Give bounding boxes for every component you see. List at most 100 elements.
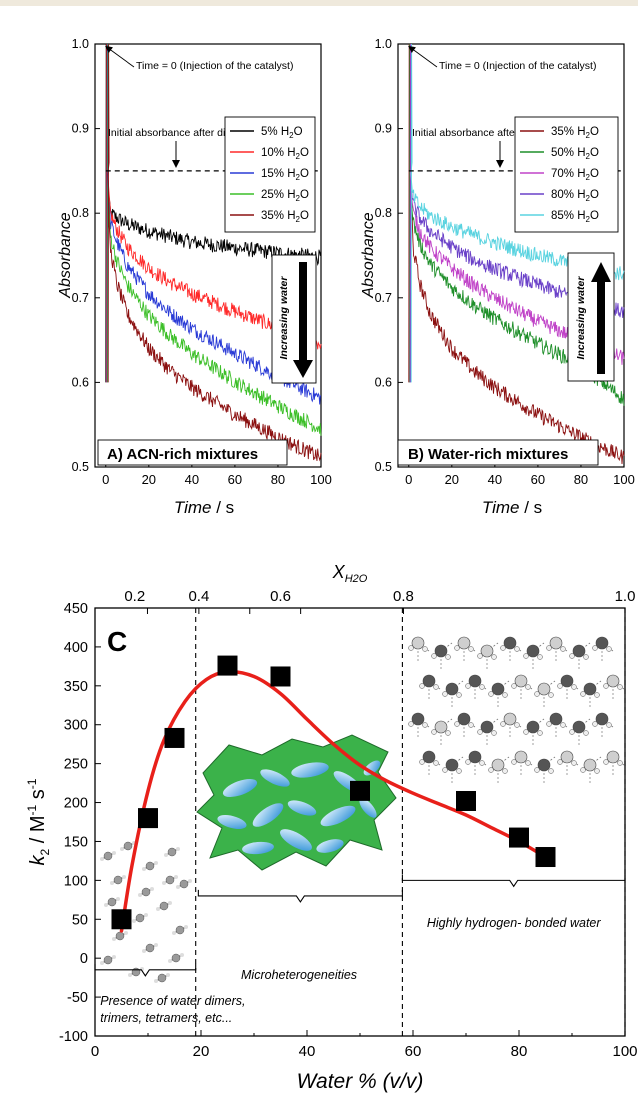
legend-label: 50% H2O <box>551 147 599 161</box>
x-tick-label: 100 <box>612 1043 637 1060</box>
x-tick-label: 100 <box>613 472 635 487</box>
x-tick-label: 80 <box>574 472 588 487</box>
legend-label: 70% H2O <box>551 168 599 182</box>
water-oligomers-illustration <box>100 841 192 983</box>
x-axis-label: Time / s <box>174 498 234 517</box>
panel-c-label: C <box>107 626 127 657</box>
legend-label: 25% H2O <box>261 189 309 203</box>
top-tick-label: 0.2 <box>124 588 145 605</box>
y-tick-label: 0.9 <box>72 122 89 136</box>
panel-b-label: B) Water-rich mixtures <box>397 439 599 466</box>
y-axis-label: Absorbance <box>360 212 377 298</box>
x-tick-label: 20 <box>193 1043 210 1060</box>
legend-label: 35% H2O <box>261 210 309 224</box>
legend: 35% H2O 50% H2O 70% H2O 80% H2O 85% H2O <box>514 116 619 233</box>
time0-annotation: Time = 0 (Injection of the catalyst) <box>136 60 293 72</box>
x-tick-label: 80 <box>271 472 285 487</box>
page-top-strip <box>0 0 638 6</box>
x-axis-label: Water % (v/v) <box>297 1070 424 1093</box>
y-tick-label: 0.7 <box>72 291 89 305</box>
y-tick-label: 0 <box>80 951 88 967</box>
panel-a: 0 20 40 60 80 100 0.5 0.6 0.7 0.8 0.9 1.0 Time = 0 … <box>57 37 332 517</box>
y-tick-label: 0.9 <box>375 122 392 136</box>
x-tick-label: 40 <box>299 1043 316 1060</box>
arrow-up-icon <box>591 262 611 374</box>
x-tick-label: 20 <box>142 472 156 487</box>
data-points <box>111 655 556 930</box>
region-label: Highly hydrogen- bonded water <box>427 916 602 930</box>
data-point <box>164 727 185 748</box>
y-tick-label: 250 <box>64 757 88 773</box>
data-point <box>138 808 158 829</box>
y-tick-label: 1.0 <box>72 37 89 51</box>
fit-curve <box>119 669 548 933</box>
y-tick-label: 200 <box>64 796 88 812</box>
y-tick-label: 0.8 <box>72 206 89 220</box>
legend-label: 10% H2O <box>261 147 309 161</box>
region-label: Microheterogeneities <box>241 968 357 982</box>
x-tick-label: 0 <box>102 472 109 487</box>
top-axis-label: XH2O <box>332 562 368 585</box>
region-bracket <box>197 889 403 903</box>
series-line-35-h2o <box>408 43 625 465</box>
region-label: trimers, tetramers, etc... <box>100 1011 232 1025</box>
panel-b-axes: 0 20 40 60 80 100 0.5 0.6 0.7 0.8 0.9 1.0 <box>375 37 635 487</box>
microheterogeneity-illustration <box>196 734 397 871</box>
increasing-water-box: Increasing water <box>271 254 317 384</box>
time0-annotation: Time = 0 (Injection of the catalyst) <box>439 60 596 72</box>
data-point <box>270 666 291 687</box>
x-tick-label: 100 <box>310 472 332 487</box>
panel-c: XH2O Presence of water dimers, trimers, t… <box>25 562 638 1093</box>
region-bracket <box>94 963 197 977</box>
time0-arrow <box>408 45 438 68</box>
legend-box <box>514 116 619 233</box>
arrow-down-icon <box>293 262 313 378</box>
y-axis-label: k2 / M-1 s-1 <box>25 778 52 865</box>
region-labels: Presence of water dimers, trimers, tetram… <box>100 916 601 1025</box>
data-point <box>456 790 476 811</box>
region-bracket <box>401 874 626 888</box>
svg-text:A) ACN-rich mixtures: A) ACN-rich mixtures <box>107 446 258 463</box>
data-point <box>535 847 556 868</box>
data-point <box>111 909 132 930</box>
x-tick-label: 60 <box>405 1043 422 1060</box>
x-tick-label: 0 <box>91 1043 99 1060</box>
legend-label: 15% H2O <box>261 168 309 182</box>
panel-b: 0 20 40 60 80 100 0.5 0.6 0.7 0.8 0.9 1.0 Time = 0 … <box>360 37 635 517</box>
y-tick-label: 0.6 <box>72 375 89 389</box>
data-point <box>350 780 370 801</box>
legend: 5% H2O 10% H2O 15% H2O 25% H2O 35% H2O <box>224 116 316 233</box>
panel-a-label: A) ACN-rich mixtures <box>97 439 288 466</box>
legend-label: 5% H2O <box>261 126 303 140</box>
series-line-25-h2o <box>107 43 322 436</box>
x-tick-label: 0 <box>405 472 412 487</box>
x-tick-label: 60 <box>228 472 242 487</box>
dilution-annotation: Initial absorbance after dilution <box>108 127 251 139</box>
y-tick-label: 100 <box>64 873 88 889</box>
y-tick-label: 450 <box>64 601 88 617</box>
x-tick-label: 40 <box>185 472 199 487</box>
series-line-5-h2o <box>105 43 322 383</box>
y-tick-label: 0.8 <box>375 206 392 220</box>
y-tick-label: 0.5 <box>375 460 392 474</box>
x-tick-label: 20 <box>445 472 459 487</box>
region-label: Presence of water dimers, <box>100 994 245 1008</box>
x-tick-label: 80 <box>511 1043 528 1060</box>
legend-label: 85% H2O <box>551 210 599 224</box>
top-tick-label: 0.4 <box>188 588 209 605</box>
legend-label: 35% H2O <box>551 126 599 140</box>
y-tick-label: -100 <box>59 1029 88 1045</box>
x-tick-label: 60 <box>531 472 545 487</box>
svg-text:B) Water-rich mixtures: B) Water-rich mixtures <box>408 446 568 463</box>
y-tick-label: -50 <box>67 990 88 1006</box>
y-tick-label: 50 <box>72 912 88 928</box>
increasing-water-box: Increasing water <box>567 252 615 382</box>
y-tick-label: 350 <box>64 679 88 695</box>
legend-label: 80% H2O <box>551 189 599 203</box>
x-axis-label: Time / s <box>482 498 542 517</box>
y-tick-label: 1.0 <box>375 37 392 51</box>
legend-box <box>224 116 316 233</box>
top-tick-label: 0.8 <box>393 588 414 605</box>
increasing-water-label: Increasing water <box>575 276 587 360</box>
